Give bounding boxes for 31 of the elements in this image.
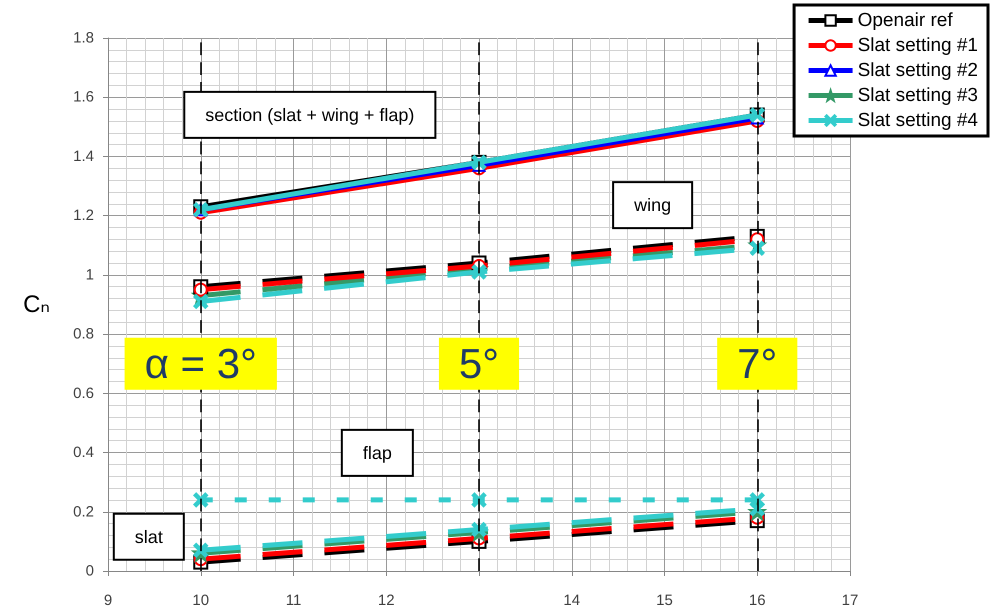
x-tick-label: 12 [378,592,395,608]
x-tick-label: 15 [656,592,673,608]
x-tick-label: 14 [563,592,580,608]
legend-label: Openair ref [858,10,954,31]
x-tick-label: 16 [748,592,766,608]
legend-label: Slat setting #1 [858,35,978,56]
legend-label: Slat setting #4 [858,110,978,131]
y-tick-label: 0.4 [73,444,94,462]
y-tick-label: 1.8 [73,30,94,46]
y-axis-title: Cₙ [23,291,50,318]
y-tick-label: 1.6 [73,88,94,106]
annotation: wing [633,195,672,216]
annotation: 5° [458,340,500,388]
x-tick-label: 9 [104,592,112,608]
y-tick-label: 1.2 [73,207,94,224]
legend-label: Slat setting #3 [858,85,978,106]
y-tick-label: 1 [86,266,94,284]
annotation: slat [134,526,163,547]
y-tick-label: 0.8 [73,326,94,343]
annotation: α = 3° [144,340,257,388]
y-tick-label: 0.2 [73,503,94,520]
legend-label: Slat setting #2 [858,60,978,81]
x-tick-label: 17 [842,592,858,608]
x-tick-label: 10 [192,592,210,608]
y-tick-label: 1.4 [73,148,94,165]
x-tick-label: 11 [286,592,302,608]
annotation: 7° [737,340,778,388]
annotation: flap [362,442,392,463]
y-tick-label: 0.6 [73,384,94,402]
annotation: section (slat + wing + flap) [205,104,414,125]
y-tick-label: 0 [86,562,94,580]
